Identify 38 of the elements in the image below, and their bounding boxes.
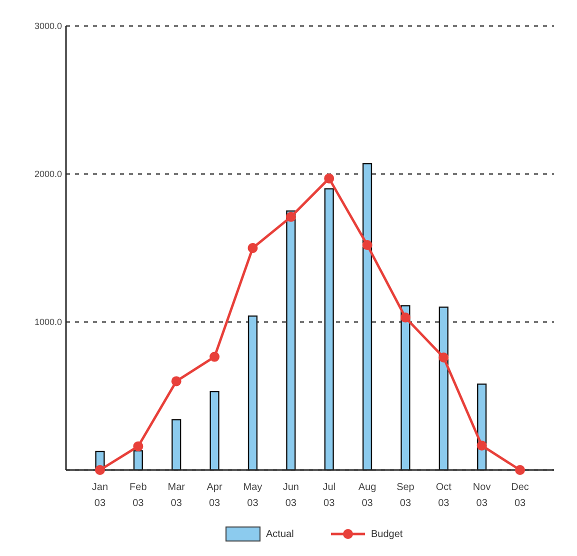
- bar: [133, 450, 143, 471]
- legend-label: Budget: [371, 529, 403, 540]
- x-tick-label: Nov 03: [472, 482, 491, 509]
- point: [133, 441, 144, 452]
- x-tick-label: Mar 03: [168, 482, 186, 509]
- point: [248, 243, 258, 253]
- point: [400, 312, 410, 323]
- bar: [400, 305, 410, 471]
- y-tick-label: 2000.0: [34, 168, 62, 179]
- x-tick-label: Sep 03: [396, 482, 415, 509]
- point: [210, 352, 220, 362]
- point: [324, 173, 334, 184]
- point: [438, 352, 449, 363]
- x-tick-label: Jan 03: [92, 482, 108, 509]
- point: [171, 376, 182, 386]
- bar: [362, 163, 372, 471]
- point: [515, 465, 526, 475]
- x-tick-label: May 03: [243, 482, 262, 509]
- x-tick-label: Apr 03: [206, 482, 223, 509]
- y-tick-label: 1000.0: [34, 316, 62, 327]
- x-tick-label: Jun 03: [282, 482, 299, 509]
- x-tick-label: Oct 03: [436, 482, 452, 509]
- point: [94, 465, 105, 475]
- bar: [210, 390, 220, 471]
- x-tick-label: Aug 03: [358, 482, 376, 509]
- bar: [172, 419, 182, 471]
- legend-label: Actual: [266, 529, 294, 540]
- bar: [248, 315, 258, 471]
- bar: [324, 188, 334, 471]
- x-tick-label: Dec 03: [511, 482, 529, 509]
- point: [476, 440, 487, 451]
- point: [362, 240, 372, 250]
- y-tick-label: 3000.0: [34, 20, 62, 31]
- bar: [286, 210, 296, 471]
- point: [286, 212, 296, 222]
- x-tick-label: Jul 03: [322, 482, 336, 509]
- x-tick-label: Feb 03: [130, 482, 148, 509]
- bar: [438, 306, 448, 471]
